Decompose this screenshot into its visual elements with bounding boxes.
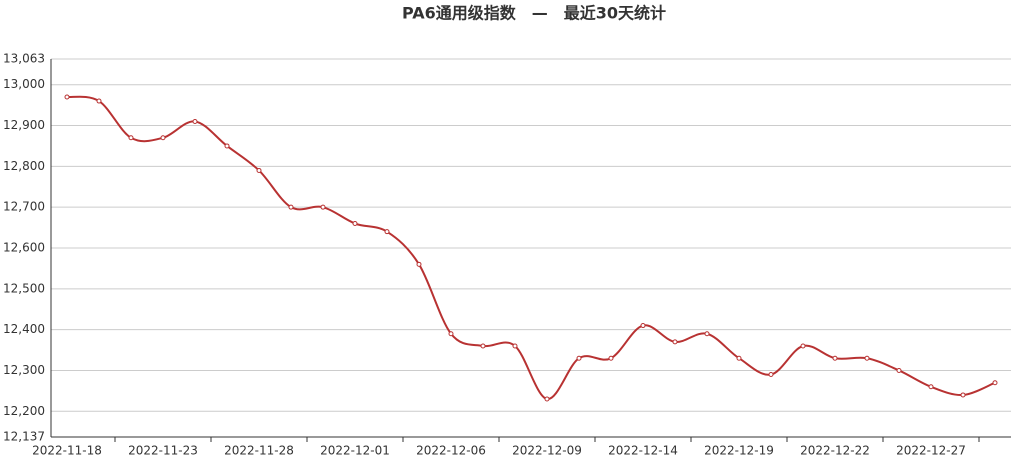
point — [576, 355, 582, 361]
y-tick-label: 13,063 — [3, 52, 45, 66]
point — [512, 343, 518, 349]
point — [416, 261, 422, 267]
y-tick-label: 12,900 — [3, 118, 45, 132]
point — [256, 167, 262, 173]
point — [192, 118, 198, 124]
x-tick-label: 2022-12-06 — [416, 444, 486, 458]
x-tick-label: 2022-12-14 — [608, 444, 678, 458]
point — [160, 135, 166, 141]
point — [352, 221, 358, 227]
point — [704, 331, 710, 337]
y-tick-label: 12,400 — [3, 322, 45, 336]
point — [544, 396, 550, 402]
point — [768, 372, 774, 378]
y-tick-label: 12,600 — [3, 241, 45, 255]
point — [384, 229, 390, 235]
y-tick-label: 12,800 — [3, 159, 45, 173]
point — [800, 343, 806, 349]
point — [928, 384, 934, 390]
chart-title: PA6通用级指数 — 最近30天统计 — [402, 4, 666, 23]
x-tick-label: 2022-12-27 — [896, 444, 966, 458]
y-tick-label: 12,300 — [3, 363, 45, 377]
point — [96, 98, 102, 104]
y-tick-label: 12,700 — [3, 200, 45, 214]
point — [608, 355, 614, 361]
x-tick-label: 2022-11-28 — [224, 444, 294, 458]
y-tick-label: 12,500 — [3, 281, 45, 295]
point — [960, 392, 966, 398]
point — [992, 380, 998, 386]
point — [448, 331, 454, 337]
point — [64, 94, 70, 100]
y-tick-label: 12,137 — [3, 430, 45, 444]
point — [864, 355, 870, 361]
point — [736, 355, 742, 361]
x-tick-label: 2022-12-19 — [704, 444, 774, 458]
x-tick-label: 2022-12-01 — [320, 444, 390, 458]
point — [288, 204, 294, 210]
y-tick-label: 13,000 — [3, 77, 45, 91]
x-tick-label: 2022-12-09 — [512, 444, 582, 458]
point — [896, 367, 902, 373]
point — [832, 355, 838, 361]
point — [480, 343, 486, 349]
point — [672, 339, 678, 345]
x-tick-label: 2022-11-23 — [128, 444, 198, 458]
x-tick-label: 2022-11-18 — [32, 444, 102, 458]
x-tick-label: 2022-12-22 — [800, 444, 870, 458]
point — [128, 135, 134, 141]
point — [640, 323, 646, 329]
y-tick-label: 12,200 — [3, 404, 45, 418]
point — [224, 143, 230, 149]
point — [320, 204, 326, 210]
